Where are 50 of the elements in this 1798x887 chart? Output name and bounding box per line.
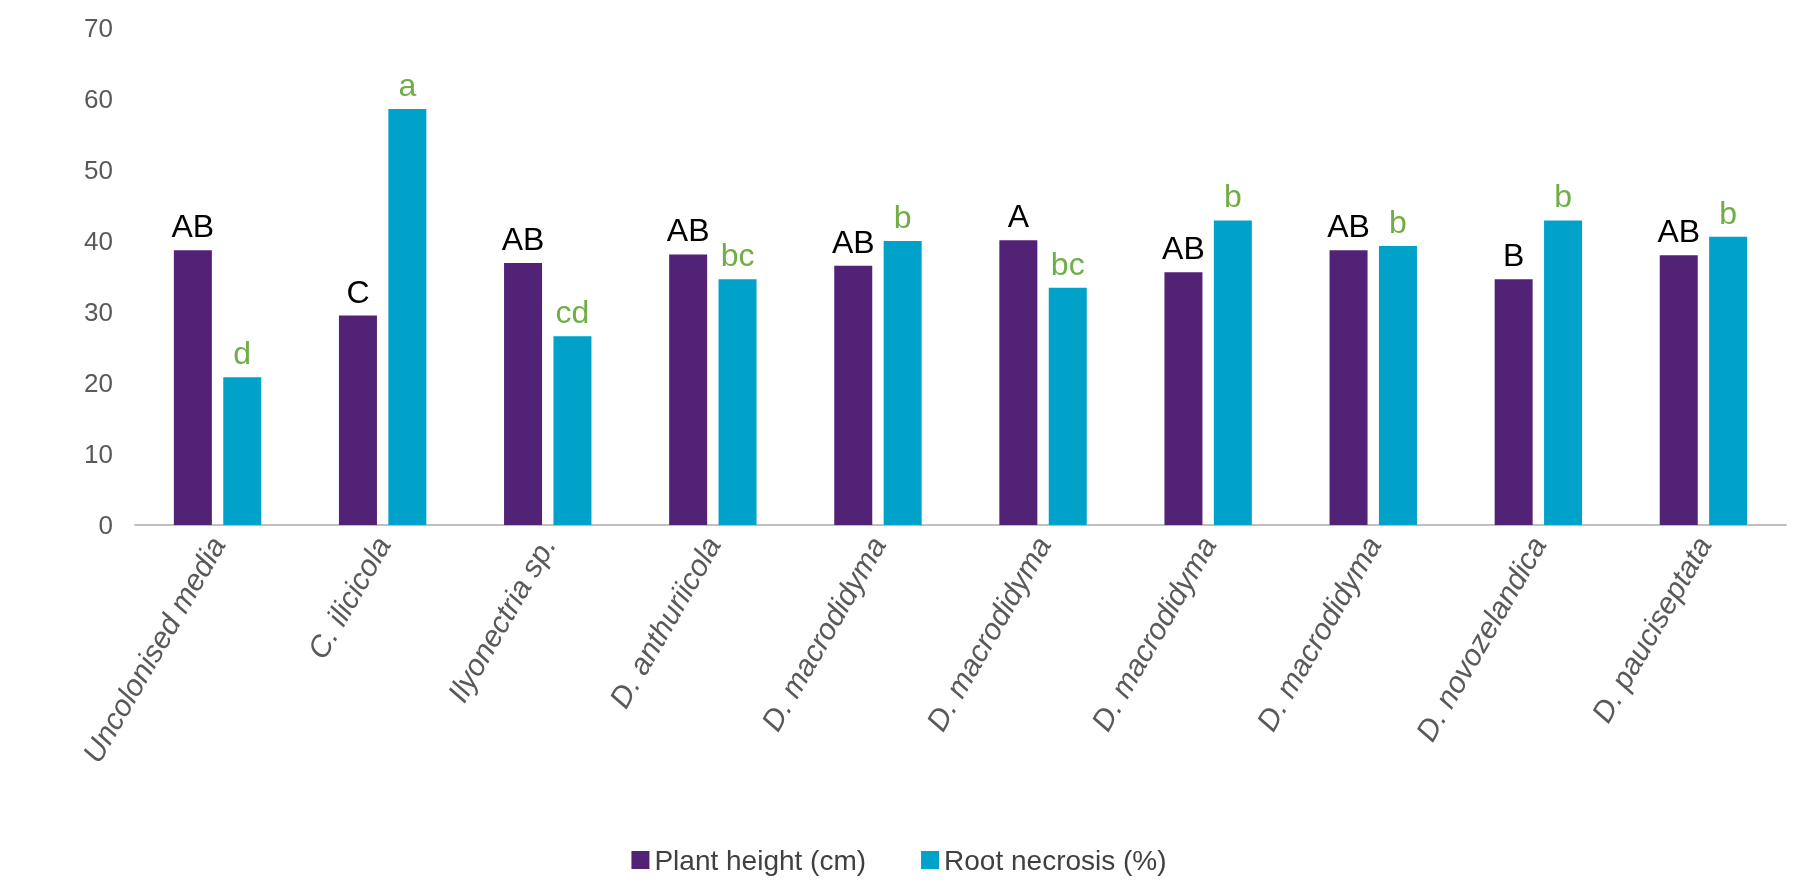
bar [504,263,543,525]
bar [338,315,377,525]
data-label: AB [1657,213,1701,250]
data-label: d [233,335,252,372]
bar [1213,220,1252,525]
data-label: a [398,66,417,103]
bar [1659,255,1698,525]
data-label: bc [720,237,755,274]
legend-label: Plant height (cm) [654,844,867,876]
y-tick-label: 40 [84,226,113,256]
bar [173,250,212,525]
bar [1709,236,1748,525]
bar [223,377,262,525]
bar [1048,287,1087,525]
data-label: bc [1050,245,1085,282]
y-tick-label: 30 [84,297,113,327]
y-tick-label: 10 [84,439,113,469]
data-label: AB [666,212,710,249]
data-label: b [1719,194,1738,231]
data-label: B [1502,237,1525,274]
data-label: b [1389,203,1407,240]
bar [718,279,757,525]
y-tick-label: 20 [84,368,113,398]
bar [1494,279,1533,525]
y-tick-label: 60 [84,84,113,114]
data-label: A [1007,198,1030,235]
bar [553,336,592,525]
data-label: AB [171,208,215,245]
legend-label: Root necrosis (%) [944,844,1167,876]
data-label: AB [1162,230,1205,267]
bar [1378,245,1417,525]
data-label: AB [831,223,875,260]
bar [388,108,427,525]
bar [1329,250,1368,525]
bar [1164,272,1203,525]
data-label: AB [1327,208,1370,245]
bar [883,241,922,525]
y-tick-label: 0 [98,510,113,540]
data-label: b [893,199,912,235]
data-label: b [1223,178,1242,215]
y-tick-label: 70 [84,13,113,43]
data-label: b [1554,178,1572,215]
bar [834,265,873,525]
data-label: C [346,273,370,310]
bar [1544,220,1583,525]
y-tick-label: 50 [84,155,113,185]
data-label: cd [555,294,590,331]
bar [669,254,708,525]
data-label: AB [501,221,545,258]
bar [999,240,1038,525]
